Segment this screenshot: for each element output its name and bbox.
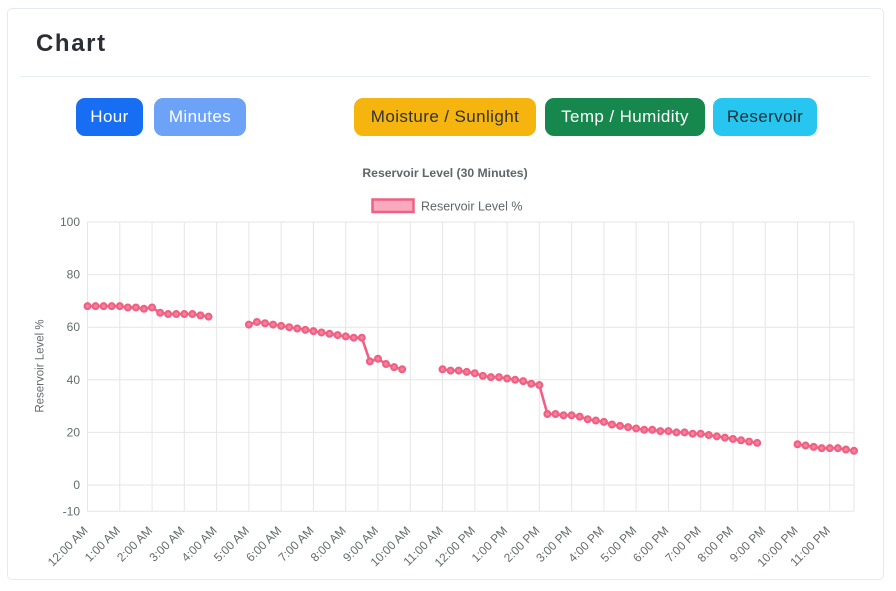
- svg-text:40: 40: [67, 373, 81, 387]
- svg-text:12:00 AM: 12:00 AM: [45, 524, 91, 570]
- svg-text:100: 100: [60, 215, 80, 229]
- svg-text:Reservoir Level %: Reservoir Level %: [35, 319, 47, 412]
- svg-text:60: 60: [67, 320, 81, 334]
- svg-text:-10: -10: [63, 504, 81, 518]
- svg-text:80: 80: [67, 268, 81, 282]
- svg-text:Reservoir Level %: Reservoir Level %: [421, 200, 522, 214]
- svg-text:0: 0: [73, 478, 80, 492]
- svg-text:20: 20: [67, 425, 81, 439]
- svg-text:Reservoir Level (30 Minutes): Reservoir Level (30 Minutes): [362, 166, 527, 180]
